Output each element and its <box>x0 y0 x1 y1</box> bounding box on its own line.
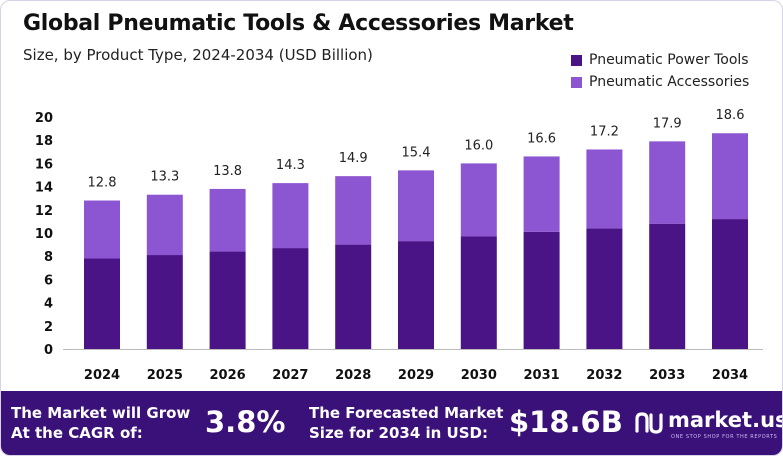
bar-accessories <box>146 194 183 256</box>
cagr-label-line2: At the CAGR of: <box>11 424 143 442</box>
x-tick-label: 2033 <box>649 368 685 383</box>
x-tick-label: 2032 <box>586 368 622 383</box>
chart-title: Global Pneumatic Tools & Accessories Mar… <box>23 11 574 36</box>
y-tick-label: 20 <box>35 111 53 126</box>
bar-power-tools <box>335 244 372 349</box>
bar-power-tools <box>649 223 686 349</box>
y-tick-label: 18 <box>35 134 53 149</box>
bar-power-tools <box>398 241 434 349</box>
x-tick-label: 2031 <box>524 368 560 383</box>
cagr-label-line1: The Market will Grow <box>11 404 191 422</box>
bar-accessories <box>523 156 560 232</box>
x-tick-label: 2026 <box>210 368 246 383</box>
y-tick-label: 16 <box>35 157 53 172</box>
x-tick-label: 2027 <box>272 368 308 383</box>
bar-total-label: 14.3 <box>276 158 305 173</box>
y-tick-label: 6 <box>44 273 53 288</box>
forecast-value: $18.6B <box>509 405 623 439</box>
bar-power-tools <box>272 248 309 349</box>
bar-power-tools <box>146 255 183 349</box>
forecast-label: The Forecasted Market Size for 2034 in U… <box>309 403 503 443</box>
x-tick-label: 2029 <box>398 368 434 383</box>
legend-item-accessories: Pneumatic Accessories <box>571 71 749 93</box>
forecast-label-line1: The Forecasted Market <box>309 404 504 422</box>
bar-total-label: 13.8 <box>213 164 242 179</box>
x-tick-label: 2030 <box>461 368 497 383</box>
bar-power-tools <box>523 231 560 349</box>
x-tick-label: 2024 <box>84 368 120 383</box>
chart-legend: Pneumatic Power Tools Pneumatic Accessor… <box>571 49 749 93</box>
cagr-value: 3.8% <box>205 405 286 439</box>
bar-power-tools <box>84 258 120 349</box>
bar-accessories <box>209 188 246 252</box>
bar-total-label: 15.4 <box>402 145 431 160</box>
market-us-logo-icon <box>635 412 663 434</box>
legend-label-power-tools: Pneumatic Power Tools <box>589 52 749 68</box>
y-tick-label: 12 <box>35 204 53 219</box>
x-tick-label: 2034 <box>712 368 748 383</box>
bar-accessories <box>586 149 623 229</box>
x-tick-label: 2028 <box>335 368 371 383</box>
footer-banner: The Market will Grow At the CAGR of: 3.8… <box>1 391 783 455</box>
logo-tagline: ONE STOP SHOP FOR THE REPORTS <box>671 434 778 440</box>
legend-item-power-tools: Pneumatic Power Tools <box>571 49 749 71</box>
forecast-label-line2: Size for 2034 in USD: <box>309 424 488 442</box>
bar-total-label: 18.6 <box>716 108 745 123</box>
bar-total-label: 16.0 <box>464 138 493 153</box>
y-tick-label: 0 <box>44 343 53 358</box>
bar-accessories <box>712 133 748 220</box>
logo-text: market.us <box>668 408 783 432</box>
y-tick-label: 4 <box>44 297 53 312</box>
bar-total-label: 14.9 <box>339 151 368 166</box>
y-tick-label: 8 <box>44 250 53 265</box>
bar-total-label: 17.2 <box>590 124 619 139</box>
x-tick-label: 2025 <box>147 368 183 383</box>
legend-label-accessories: Pneumatic Accessories <box>589 74 750 90</box>
bar-power-tools <box>586 228 623 349</box>
legend-swatch-power-tools <box>571 54 582 66</box>
bar-chart: 0 2 4 6 8 10 12 14 16 18 20 12.8 2024 13.3 2025 13.8 202… <box>35 108 763 383</box>
bar-accessories <box>398 170 434 242</box>
bar-power-tools <box>460 236 497 349</box>
bar-accessories <box>84 200 120 259</box>
bar-accessories <box>335 176 372 245</box>
bar-accessories <box>649 141 686 224</box>
bar-total-label: 13.3 <box>150 170 179 185</box>
bar-total-label: 17.9 <box>653 116 682 131</box>
y-tick-label: 10 <box>35 227 53 242</box>
bar-total-label: 12.8 <box>88 176 117 191</box>
legend-swatch-accessories <box>571 76 582 88</box>
y-tick-label: 14 <box>35 181 53 196</box>
chart-subtitle: Size, by Product Type, 2024-2034 (USD Bi… <box>23 46 373 64</box>
y-tick-label: 2 <box>44 320 53 335</box>
bar-accessories <box>460 163 497 237</box>
bar-power-tools <box>712 219 748 349</box>
cagr-label: The Market will Grow At the CAGR of: <box>11 403 190 443</box>
bar-accessories <box>272 183 309 249</box>
bar-power-tools <box>209 251 246 349</box>
bar-total-label: 16.6 <box>527 131 556 146</box>
